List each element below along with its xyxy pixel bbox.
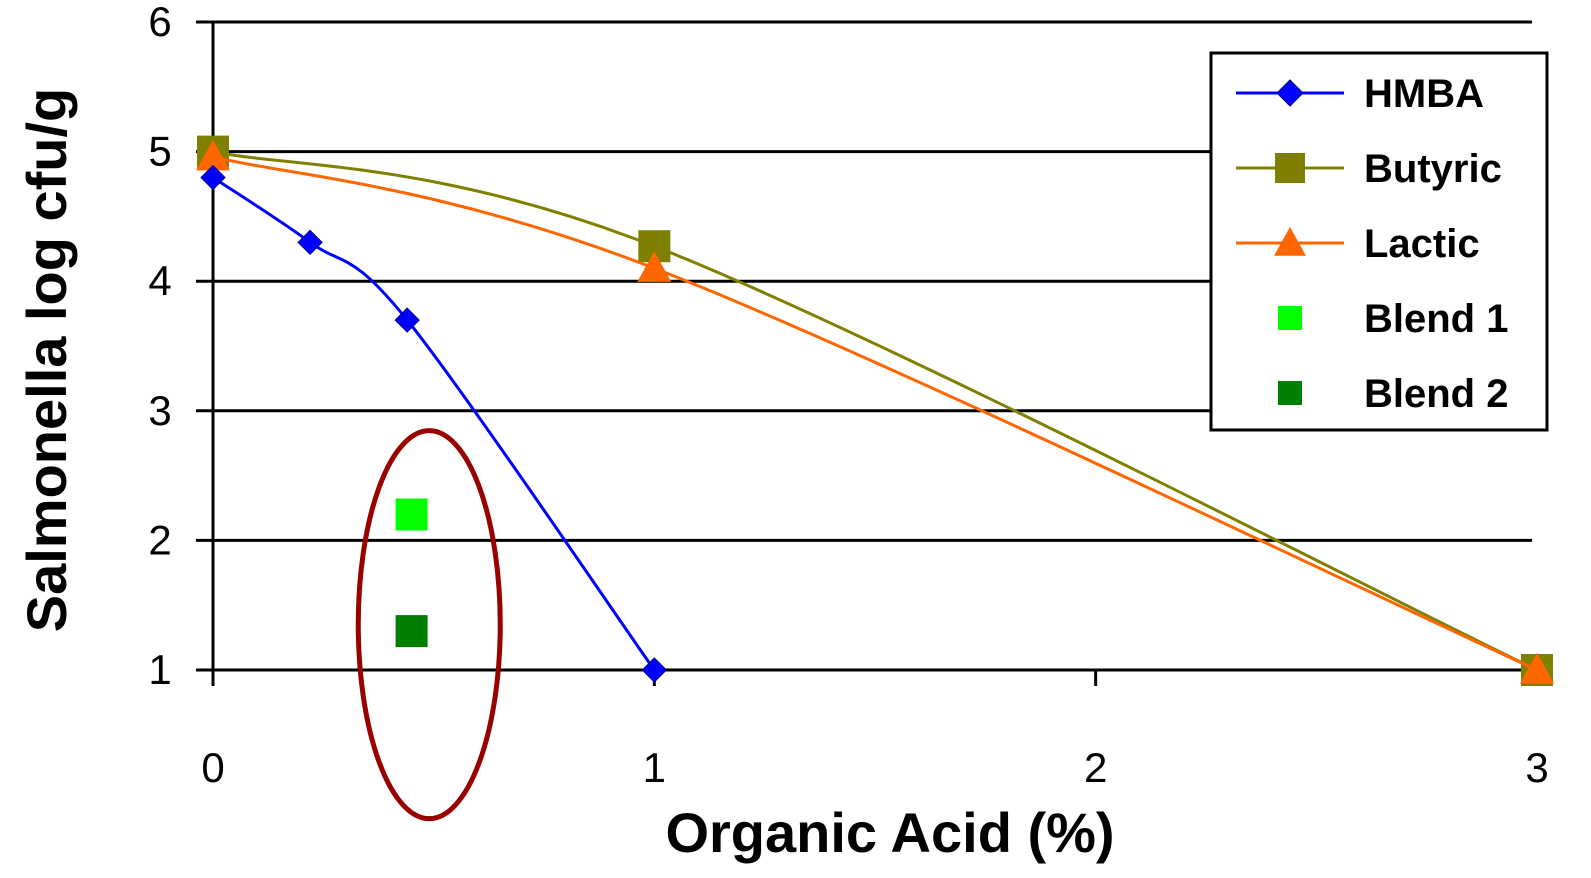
series-line-butyric — [212, 150, 1538, 672]
data-point-lactic — [1520, 653, 1554, 684]
data-point-lactic — [196, 139, 230, 171]
legend-label-hmba: HMBA — [1364, 72, 1484, 116]
y-tick-label: 4 — [148, 257, 171, 304]
y-tick-label: 5 — [148, 128, 171, 175]
tick-labels: 1 2 3 4 5 6 0 1 2 3 — [148, 0, 1548, 791]
data-point-lactic — [637, 251, 672, 282]
data-point-hmba — [297, 229, 323, 256]
legend-marker-hmba — [1276, 79, 1304, 107]
series-line-lactic — [212, 155, 1538, 672]
legend-label-butyric: Butyric — [1364, 147, 1502, 191]
x-tick-label: 3 — [1525, 744, 1548, 791]
y-tick-label: 1 — [148, 646, 171, 693]
x-tick-label: 0 — [201, 744, 224, 791]
y-tick-label: 3 — [148, 387, 171, 434]
legend-label-lactic: Lactic — [1364, 222, 1480, 266]
annotations — [355, 428, 503, 822]
x-tick-label: 1 — [643, 744, 666, 791]
data-point-hmba — [641, 657, 668, 683]
legend-marker-lactic — [1274, 227, 1306, 256]
highlight-ellipse — [355, 428, 503, 822]
y-tick-label: 2 — [148, 516, 171, 563]
series-line-hmba — [212, 176, 656, 671]
gridlines — [196, 20, 1532, 672]
y-axis-title: Salmonella log cfu/g — [15, 88, 78, 633]
legend-marker-blend-2 — [1278, 381, 1302, 405]
legend-marker-butyric — [1275, 153, 1305, 183]
data-point-hmba — [394, 307, 420, 333]
legend-label-blend-1: Blend 1 — [1364, 297, 1508, 341]
data-point-blend-2 — [395, 615, 428, 648]
legend-label-blend-2: Blend 2 — [1364, 372, 1508, 416]
y-tick-label: 6 — [148, 0, 171, 45]
data-point-hmba — [200, 164, 226, 191]
data-point-blend-1 — [395, 498, 428, 531]
x-tick-label: 2 — [1084, 744, 1107, 791]
legend-marker-blend-1 — [1278, 306, 1302, 330]
x-axis-title: Organic Acid (%) — [665, 801, 1114, 864]
series-group — [196, 135, 1554, 686]
legend: HMBA Butyric Lactic Blend 1 Blend 2 — [1209, 51, 1549, 432]
